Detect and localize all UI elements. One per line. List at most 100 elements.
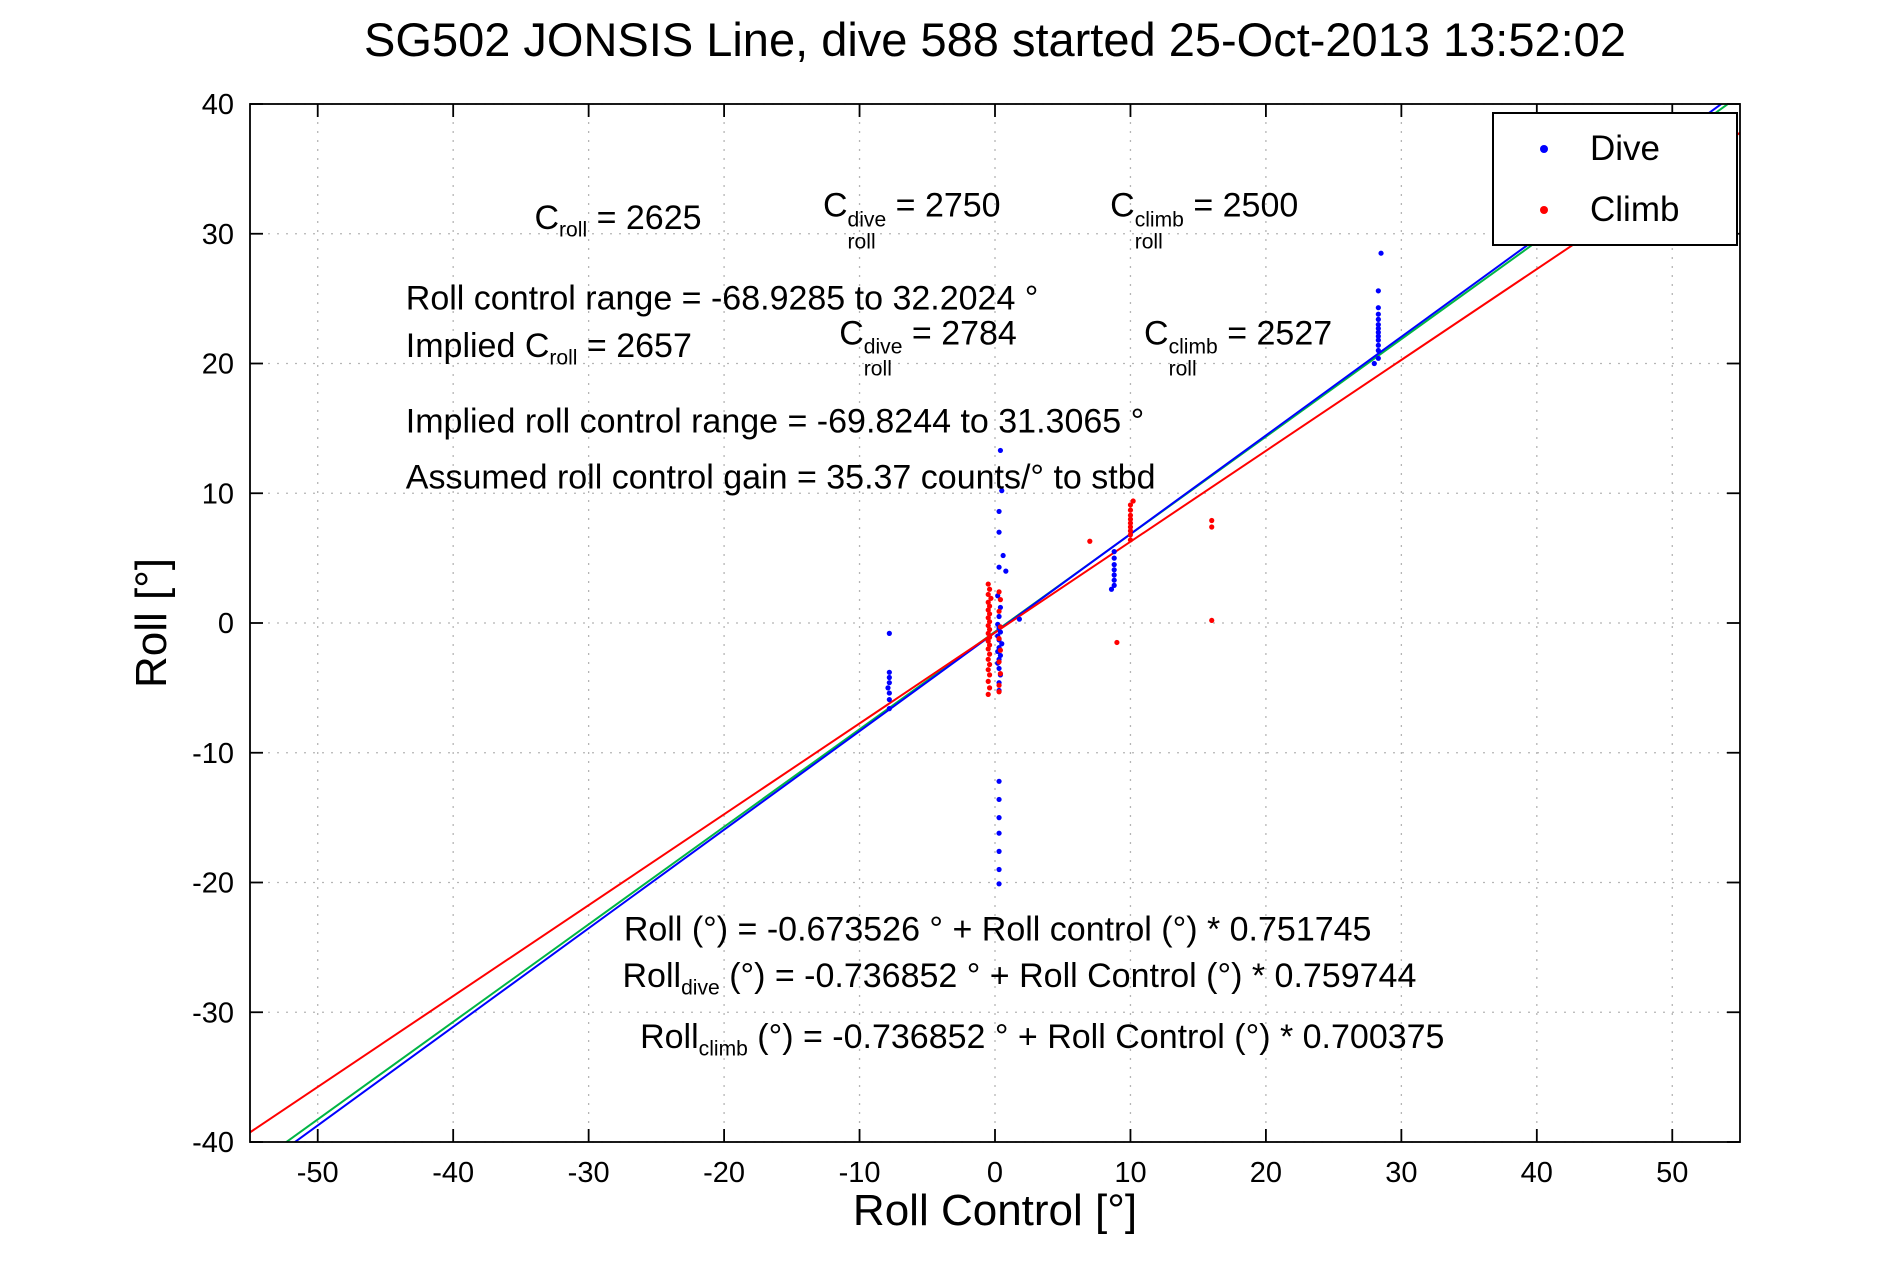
dive-point	[996, 564, 1002, 570]
dive-point	[886, 674, 892, 681]
scatter-climb	[985, 498, 1215, 697]
climb-point	[1209, 524, 1215, 530]
climb-point	[1127, 528, 1134, 534]
dive-point	[1375, 321, 1381, 328]
y-tick-label: -20	[192, 868, 234, 900]
legend: Dive Climb	[1492, 112, 1738, 246]
climb-point	[1127, 532, 1134, 538]
climb-point	[996, 589, 1002, 595]
y-tick-label: -40	[192, 1127, 234, 1159]
climb-point	[996, 635, 1002, 642]
climb-point	[985, 691, 991, 697]
dive-point	[996, 529, 1002, 535]
climb-point	[986, 651, 993, 657]
dive-point	[999, 641, 1005, 647]
dive-point	[886, 690, 892, 696]
climb-point	[996, 682, 1002, 688]
climb-point	[986, 586, 993, 592]
x-tick-label: 0	[987, 1157, 1003, 1189]
dive-point	[996, 613, 1002, 620]
climb-point	[997, 597, 1004, 603]
dive-point	[996, 881, 1002, 887]
dive-point	[1375, 325, 1381, 332]
dive-point	[996, 796, 1002, 803]
dive-point	[996, 866, 1002, 873]
y-tick-label: 30	[202, 219, 234, 251]
x-tick-label: -10	[839, 1157, 881, 1189]
climb-point	[985, 591, 991, 598]
dive-point	[1111, 549, 1117, 555]
climb-point	[1130, 498, 1136, 504]
climb-point	[986, 661, 993, 668]
y-axis-label: Roll [°]	[127, 557, 176, 689]
scatter-dive	[885, 250, 1384, 887]
dive-point	[996, 830, 1002, 836]
legend-entry-dive: Dive	[1494, 129, 1736, 169]
dive-point	[996, 848, 1002, 854]
y-tick-label: 10	[202, 478, 234, 510]
climb-point	[986, 685, 993, 691]
x-tick-label: -50	[297, 1157, 339, 1189]
climb-point	[1127, 516, 1134, 522]
climb-point	[985, 656, 991, 662]
fit-line-climb	[250, 131, 1740, 1134]
x-tick-label: 20	[1250, 1157, 1282, 1189]
climb-point	[985, 646, 991, 652]
climb-point	[1127, 537, 1134, 543]
y-tick-label: 20	[202, 349, 234, 381]
climb-point	[997, 624, 1004, 630]
climb-point	[996, 689, 1002, 695]
climb-point	[1209, 617, 1215, 624]
dive-point	[1378, 250, 1384, 256]
climb-point	[996, 608, 1002, 614]
x-axis-label: Roll Control [°]	[852, 1186, 1138, 1235]
dive-point	[1375, 342, 1381, 348]
climb-point	[997, 671, 1004, 677]
y-tick-label: 40	[202, 89, 234, 121]
climb-point	[985, 678, 991, 684]
dive-point	[1111, 562, 1117, 568]
climb-point	[997, 647, 1004, 653]
climb-point	[1127, 512, 1134, 518]
climb-point	[986, 672, 993, 678]
dive-point	[1375, 337, 1381, 343]
x-tick-label: 40	[1521, 1157, 1553, 1189]
dive-point	[1111, 572, 1117, 578]
dive-point	[1375, 305, 1381, 311]
y-tick-label: -10	[192, 738, 234, 770]
climb-point	[1127, 502, 1134, 508]
climb-point	[1127, 507, 1134, 513]
dive-point	[886, 669, 892, 675]
dive-point	[1375, 316, 1381, 322]
dive-point	[886, 630, 892, 636]
dive-point	[1371, 360, 1377, 367]
dive-point	[1111, 567, 1117, 573]
dive-point	[996, 778, 1002, 784]
x-tick-labels: -50 -40 -30 -20 -10 0 10 20 30 40 50	[297, 1157, 1689, 1189]
dive-point	[886, 706, 892, 712]
x-tick-label: -40	[432, 1157, 474, 1189]
dive-point	[996, 665, 1002, 672]
x-tick-label: 50	[1656, 1157, 1688, 1189]
dive-point	[1016, 616, 1022, 622]
dive-point	[886, 696, 892, 703]
dive-point	[996, 815, 1002, 821]
climb-point	[1127, 524, 1134, 530]
chart-title: SG502 JONSIS Line, dive 588 started 25-O…	[364, 13, 1626, 66]
grid-lines	[250, 103, 1740, 1143]
dive-point	[1375, 329, 1381, 335]
dive-marker-icon	[1540, 144, 1548, 153]
climb-marker-icon	[1540, 205, 1548, 214]
legend-label: Climb	[1590, 189, 1680, 229]
y-tick-label: 0	[218, 608, 234, 640]
dive-point	[1375, 347, 1381, 354]
y-tick-labels: -40 -30 -20 -10 0 10 20 30 40	[192, 89, 234, 1159]
dive-point	[1003, 568, 1009, 574]
dive-point	[1375, 355, 1381, 361]
climb-point	[1209, 517, 1215, 524]
dive-point	[1000, 552, 1006, 559]
dive-point	[997, 629, 1004, 635]
climb-point	[1127, 520, 1134, 526]
